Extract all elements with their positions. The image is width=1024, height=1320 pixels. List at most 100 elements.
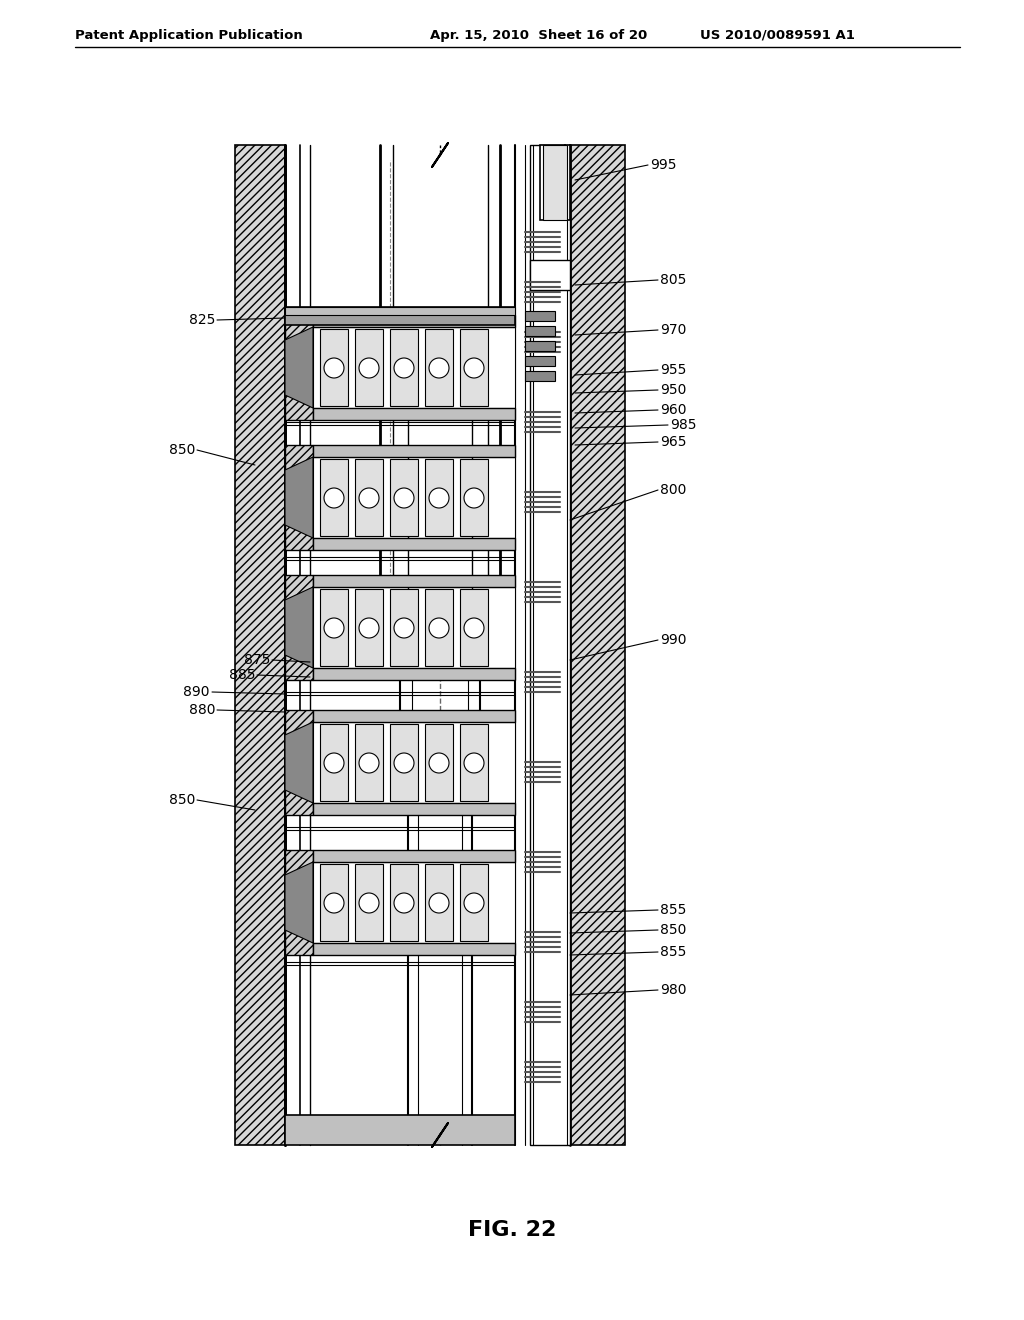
Circle shape — [464, 752, 484, 774]
Polygon shape — [285, 587, 313, 668]
Bar — [355, 459, 383, 536]
Text: 800: 800 — [660, 483, 686, 498]
Circle shape — [394, 488, 414, 508]
Bar — [525, 356, 555, 366]
Circle shape — [359, 618, 379, 638]
Bar — [460, 589, 488, 667]
Circle shape — [324, 618, 344, 638]
Polygon shape — [285, 722, 313, 803]
Circle shape — [464, 358, 484, 378]
Bar — [460, 459, 488, 536]
Circle shape — [464, 488, 484, 508]
Bar — [425, 865, 453, 941]
Text: 880: 880 — [188, 704, 215, 717]
Bar — [313, 668, 515, 680]
Bar — [319, 459, 348, 536]
Bar — [319, 589, 348, 667]
Bar — [530, 260, 570, 290]
Text: 875: 875 — [244, 653, 270, 667]
Bar — [319, 329, 348, 407]
Text: 980: 980 — [660, 983, 686, 997]
Text: 960: 960 — [660, 403, 686, 417]
Bar — [285, 315, 313, 420]
Text: 990: 990 — [660, 634, 686, 647]
Circle shape — [394, 894, 414, 913]
Circle shape — [394, 752, 414, 774]
Bar — [313, 710, 515, 722]
Bar — [355, 723, 383, 801]
Bar — [460, 865, 488, 941]
Bar — [313, 327, 515, 408]
Bar — [540, 145, 570, 220]
Bar — [313, 862, 515, 942]
Polygon shape — [285, 862, 313, 942]
Circle shape — [429, 488, 449, 508]
Bar — [543, 145, 567, 220]
Bar — [285, 308, 515, 325]
Bar — [390, 723, 418, 801]
Bar — [313, 587, 515, 668]
Text: 850: 850 — [169, 793, 195, 807]
Circle shape — [464, 894, 484, 913]
Bar — [525, 341, 555, 351]
Text: 855: 855 — [660, 945, 686, 960]
Text: US 2010/0089591 A1: US 2010/0089591 A1 — [700, 29, 855, 41]
Bar — [313, 722, 515, 803]
Bar — [313, 408, 515, 420]
Circle shape — [324, 752, 344, 774]
Circle shape — [359, 358, 379, 378]
Bar — [530, 145, 570, 1144]
Bar — [390, 459, 418, 536]
Text: Patent Application Publication: Patent Application Publication — [75, 29, 303, 41]
Bar — [525, 326, 555, 337]
Bar — [390, 589, 418, 667]
Bar — [319, 723, 348, 801]
Text: 995: 995 — [650, 158, 677, 172]
Bar — [425, 589, 453, 667]
Text: 965: 965 — [660, 436, 686, 449]
Text: 885: 885 — [228, 668, 255, 682]
Bar — [425, 723, 453, 801]
Circle shape — [464, 618, 484, 638]
Text: 805: 805 — [660, 273, 686, 286]
Bar — [285, 445, 313, 550]
Circle shape — [359, 488, 379, 508]
Bar — [460, 723, 488, 801]
Bar — [285, 1115, 515, 1144]
Bar — [570, 145, 625, 1144]
Bar — [525, 312, 555, 321]
Text: 970: 970 — [660, 323, 686, 337]
Bar — [355, 329, 383, 407]
Text: 850: 850 — [169, 444, 195, 457]
Circle shape — [429, 894, 449, 913]
Bar — [313, 942, 515, 954]
Bar — [313, 803, 515, 814]
Bar — [285, 308, 515, 315]
Circle shape — [394, 618, 414, 638]
Bar — [355, 865, 383, 941]
Circle shape — [429, 618, 449, 638]
Circle shape — [324, 358, 344, 378]
Bar — [285, 850, 313, 954]
Text: 850: 850 — [660, 923, 686, 937]
Bar — [525, 371, 555, 381]
Circle shape — [324, 488, 344, 508]
Bar — [319, 865, 348, 941]
Bar — [313, 539, 515, 550]
Bar — [313, 445, 515, 457]
Text: 955: 955 — [660, 363, 686, 378]
Bar — [425, 329, 453, 407]
Bar — [390, 329, 418, 407]
Bar — [425, 459, 453, 536]
Circle shape — [394, 358, 414, 378]
Circle shape — [359, 894, 379, 913]
Circle shape — [324, 894, 344, 913]
Bar — [460, 329, 488, 407]
Bar — [390, 865, 418, 941]
Circle shape — [359, 752, 379, 774]
Circle shape — [429, 358, 449, 378]
Bar — [313, 576, 515, 587]
Polygon shape — [285, 327, 313, 408]
Text: Apr. 15, 2010  Sheet 16 of 20: Apr. 15, 2010 Sheet 16 of 20 — [430, 29, 647, 41]
Bar — [355, 589, 383, 667]
